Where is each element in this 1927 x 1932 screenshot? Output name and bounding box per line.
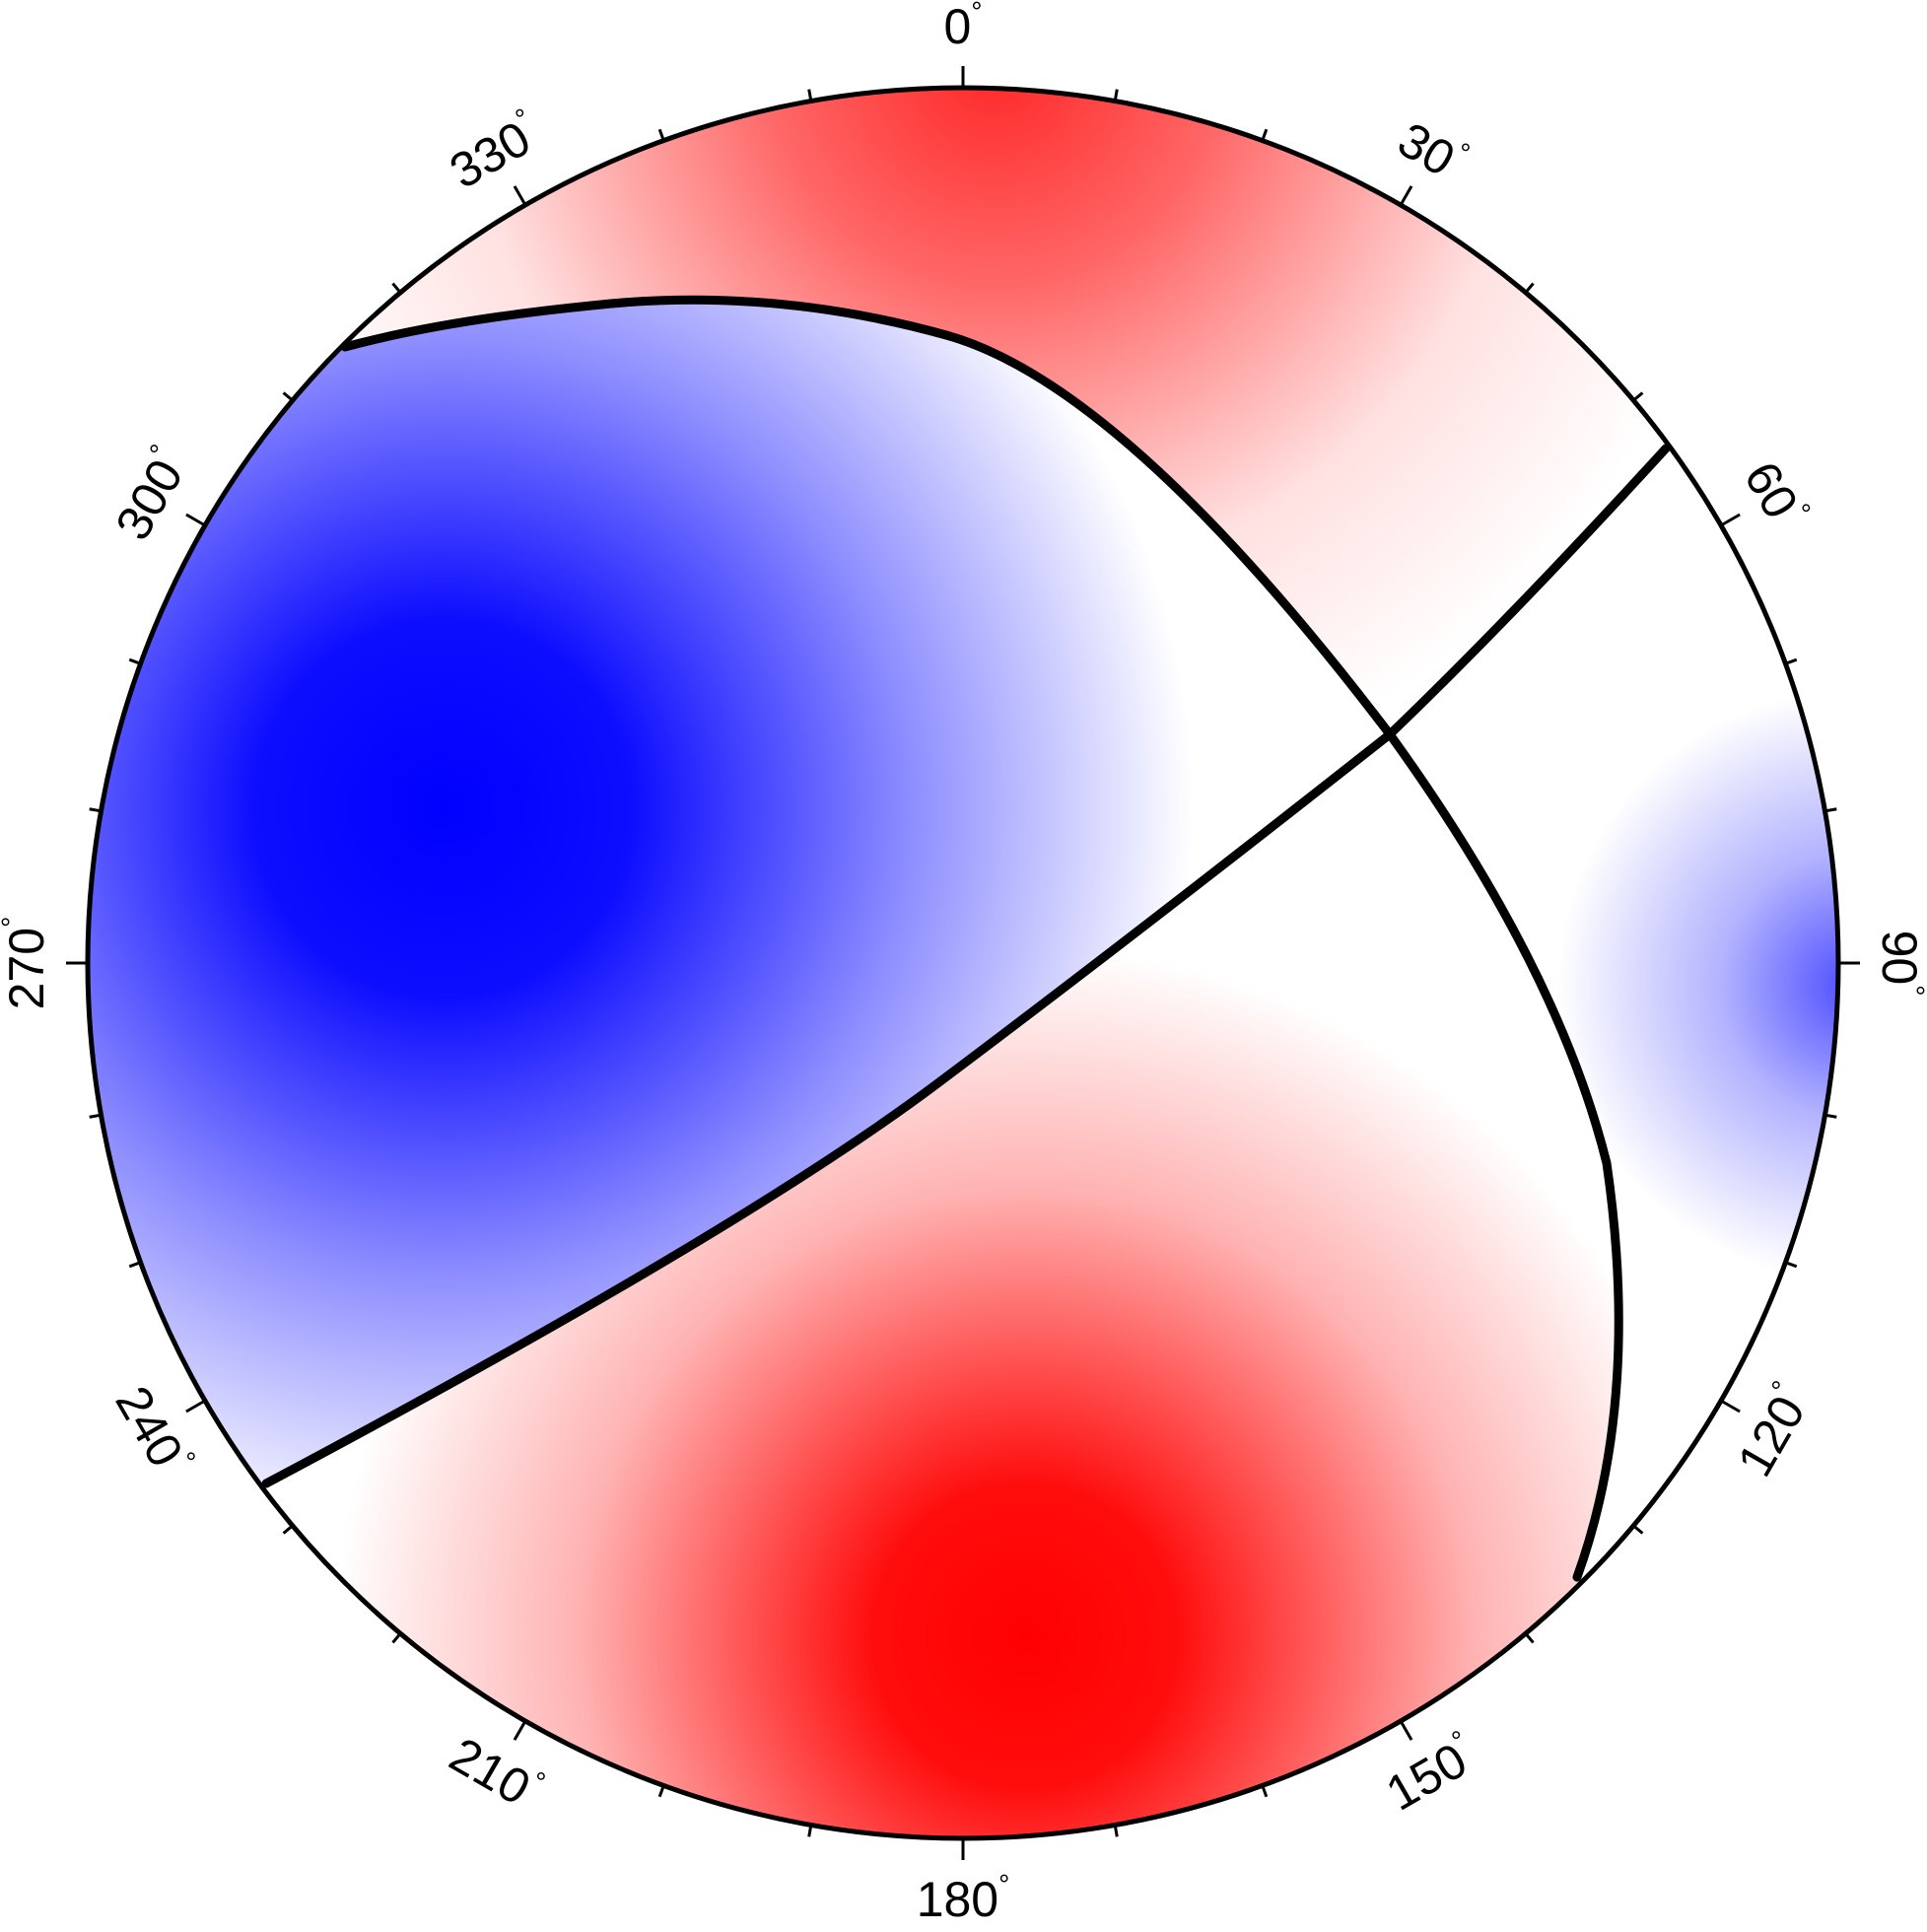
azimuth-label-unit: ° <box>971 0 982 27</box>
azimuth-label-240: 240° <box>104 1375 202 1485</box>
azimuth-label-value: 270 <box>0 928 54 1009</box>
azimuth-tick <box>1721 1401 1740 1412</box>
azimuth-tick <box>1263 1785 1267 1796</box>
azimuth-tick <box>1785 1263 1796 1267</box>
azimuth-label-unit: ° <box>0 917 27 928</box>
azimuth-label-210: 210° <box>441 1724 551 1822</box>
azimuth-tick <box>515 1721 525 1740</box>
azimuth-tick <box>1721 515 1740 525</box>
azimuth-tick <box>186 515 205 525</box>
azimuth-label-value: 120 <box>1727 1387 1816 1485</box>
azimuth-tick <box>1401 186 1411 205</box>
azimuth-tick <box>90 809 102 811</box>
azimuth-tick <box>1633 1526 1642 1534</box>
azimuth-tick <box>659 129 663 140</box>
azimuth-tick <box>1526 1633 1534 1642</box>
azimuth-tick <box>284 1526 293 1534</box>
azimuth-tick <box>129 659 140 663</box>
azimuth-label-value: 30 <box>1389 111 1464 186</box>
azimuth-label-90: 90° <box>1872 931 1927 997</box>
azimuth-label-60: 60° <box>1734 450 1818 537</box>
azimuth-label-150: 150° <box>1375 1724 1485 1822</box>
azimuth-tick <box>186 1401 205 1412</box>
azimuth-label-180: 180° <box>917 1869 1010 1928</box>
azimuth-label-120: 120° <box>1724 1375 1822 1485</box>
azimuth-label-270: 270° <box>0 917 54 1010</box>
azimuth-tick <box>284 392 293 400</box>
azimuth-tick <box>1263 129 1267 140</box>
azimuth-label-value: 210 <box>441 1727 539 1816</box>
azimuth-tick <box>1785 659 1796 663</box>
azimuth-tick <box>809 90 811 102</box>
azimuth-label-value: 180 <box>917 1872 998 1927</box>
azimuth-label-value: 90 <box>1872 931 1927 986</box>
azimuth-tick <box>392 284 400 293</box>
azimuth-tick <box>90 1115 102 1117</box>
azimuth-tick <box>1825 809 1837 811</box>
azimuth-tick <box>1115 90 1117 102</box>
azimuth-tick <box>515 186 525 205</box>
azimuth-label-300: 300° <box>102 439 199 549</box>
azimuth-tick <box>1633 392 1642 400</box>
azimuth-label-value: 300 <box>104 450 193 549</box>
azimuth-tick <box>392 1633 400 1642</box>
azimuth-tick <box>1825 1115 1837 1117</box>
azimuth-tick <box>129 1263 140 1267</box>
azimuth-tick <box>809 1826 811 1837</box>
azimuth-tick <box>1401 1721 1411 1740</box>
azimuth-label-value: 0 <box>943 0 971 54</box>
azimuth-label-unit: ° <box>998 1869 1009 1899</box>
azimuth-tick <box>1526 284 1534 293</box>
azimuth-tick <box>1115 1826 1117 1837</box>
azimuth-label-unit: ° <box>1900 985 1927 996</box>
azimuth-label-330: 330° <box>439 102 549 199</box>
azimuth-label-30: 30° <box>1389 108 1476 192</box>
azimuth-label-0: 0° <box>943 0 982 54</box>
azimuth-tick <box>659 1785 663 1796</box>
